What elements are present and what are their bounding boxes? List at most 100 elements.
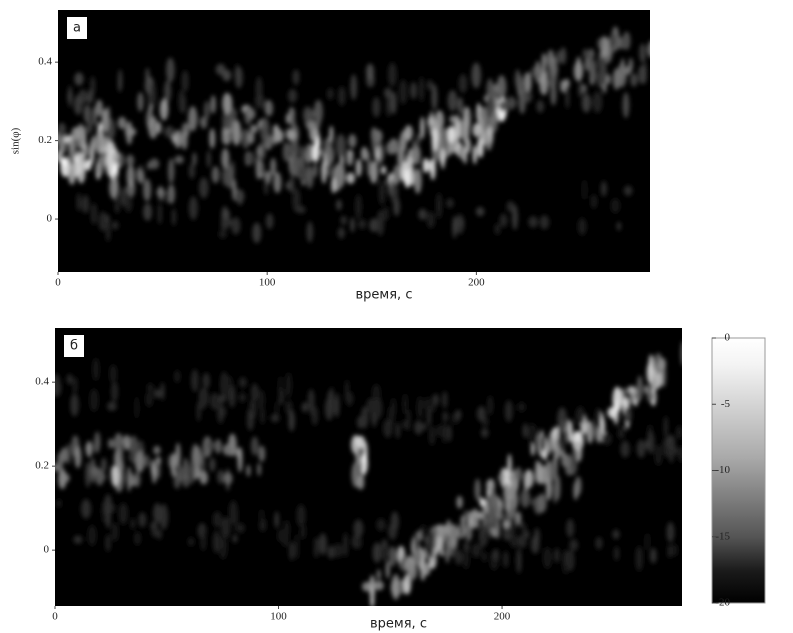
heatmap-blob <box>448 144 454 155</box>
heatmap-blob <box>272 131 278 144</box>
heatmap-blob <box>246 410 254 431</box>
heatmap-blob <box>667 544 672 559</box>
heatmap-blob <box>238 392 247 403</box>
heatmap-blob <box>463 115 470 142</box>
heatmap-blob <box>258 445 266 462</box>
heatmap-blob <box>259 509 265 524</box>
heatmap-blob <box>222 92 232 115</box>
heatmap-blob <box>502 550 509 568</box>
heatmap-blob <box>143 202 153 221</box>
heatmap-blob <box>124 193 133 213</box>
heatmap-blob <box>92 357 100 381</box>
heatmap-blob <box>522 423 529 439</box>
heatmap-blob <box>646 390 655 403</box>
heatmap-blob <box>144 391 154 408</box>
heatmap-blob <box>258 389 266 411</box>
heatmap-blob <box>376 569 381 581</box>
heatmap-blob <box>153 445 161 455</box>
heatmap-blob <box>612 68 621 90</box>
heatmap-blob <box>456 495 463 509</box>
heatmap-blob <box>188 537 195 547</box>
heatmap-blob <box>214 439 222 454</box>
heatmap-blob <box>418 208 428 220</box>
heatmap-blob <box>111 466 120 487</box>
heatmap-blob <box>350 74 358 100</box>
x-tick-label: 200 <box>494 611 511 623</box>
heatmap-blob <box>404 168 411 188</box>
heatmap-blob <box>56 499 62 508</box>
heatmap-blob <box>612 386 623 413</box>
heatmap-blob <box>199 471 209 485</box>
heatmap-blob <box>191 369 199 392</box>
heatmap-blob <box>426 211 436 229</box>
heatmap-blob <box>188 163 196 179</box>
heatmap-blob <box>128 450 137 464</box>
x-tick-label: 0 <box>52 611 58 623</box>
heatmap-blob <box>270 413 280 423</box>
heatmap-blob <box>89 388 99 412</box>
heatmap-blob <box>146 382 155 393</box>
y-tick-label: 0 <box>44 544 50 556</box>
heatmap-blob <box>311 405 319 426</box>
heatmap-blob <box>156 121 162 134</box>
heatmap-blob <box>120 469 125 486</box>
heatmap-blob <box>456 218 465 229</box>
heatmap-blob <box>595 537 603 550</box>
heatmap-blob <box>499 213 508 228</box>
heatmap-blob <box>566 519 575 538</box>
heatmap-blob <box>192 152 197 166</box>
heatmap-blob <box>134 451 144 473</box>
heatmap-blob <box>282 525 290 544</box>
heatmap-blob <box>553 480 558 504</box>
heatmap-blob <box>498 505 503 521</box>
heatmap-blob <box>509 534 519 548</box>
heatmap-blob <box>426 406 432 427</box>
heatmap-blob <box>361 581 372 592</box>
heatmap-blob <box>234 189 245 204</box>
heatmap-blob <box>366 150 371 177</box>
heatmap-blob <box>573 61 584 82</box>
heatmap-blob <box>457 97 464 114</box>
heatmap-blob <box>574 476 582 496</box>
heatmap-blob <box>106 106 111 125</box>
heatmap-blob <box>498 100 509 112</box>
heatmap-blob <box>273 124 280 133</box>
heatmap-blob <box>105 534 111 552</box>
heatmap-blob <box>315 136 321 149</box>
heatmap-blob <box>486 508 496 534</box>
heatmap-blob <box>530 535 540 554</box>
x-axis-label: время, с <box>356 288 413 303</box>
heatmap-blob <box>442 424 447 444</box>
heatmap-blob <box>318 533 327 555</box>
heatmap-blob <box>518 88 526 114</box>
heatmap-blob <box>292 188 301 213</box>
heatmap-blob <box>384 87 393 99</box>
heatmap-blob <box>134 531 141 546</box>
heatmap-blob <box>431 84 438 111</box>
heatmap-blob <box>321 159 327 184</box>
heatmap-blob <box>546 475 552 501</box>
heatmap-blob <box>155 456 162 465</box>
heatmap-blob <box>225 164 234 189</box>
heatmap-blob <box>539 72 549 96</box>
heatmap-blob <box>166 57 175 83</box>
heatmap-blob <box>188 460 196 485</box>
heatmap-blob <box>494 223 501 235</box>
heatmap-blob <box>196 401 201 422</box>
heatmap-blob <box>524 90 533 103</box>
heatmap-blob <box>247 131 255 144</box>
heatmap-blob <box>520 522 527 533</box>
heatmap-blob <box>129 435 139 456</box>
heatmap-blob <box>223 472 233 485</box>
heatmap-blob <box>601 432 612 446</box>
heatmap-blob <box>372 97 381 118</box>
heatmap-blob <box>472 123 482 138</box>
heatmap-blob <box>245 151 255 166</box>
heatmap-blob <box>98 155 105 174</box>
heatmap-blob <box>334 392 340 418</box>
heatmap-blob <box>148 116 159 139</box>
heatmap-blob <box>159 503 169 530</box>
heatmap-blob <box>378 180 386 206</box>
heatmap-blob <box>237 446 243 473</box>
heatmap-blob <box>616 221 621 231</box>
